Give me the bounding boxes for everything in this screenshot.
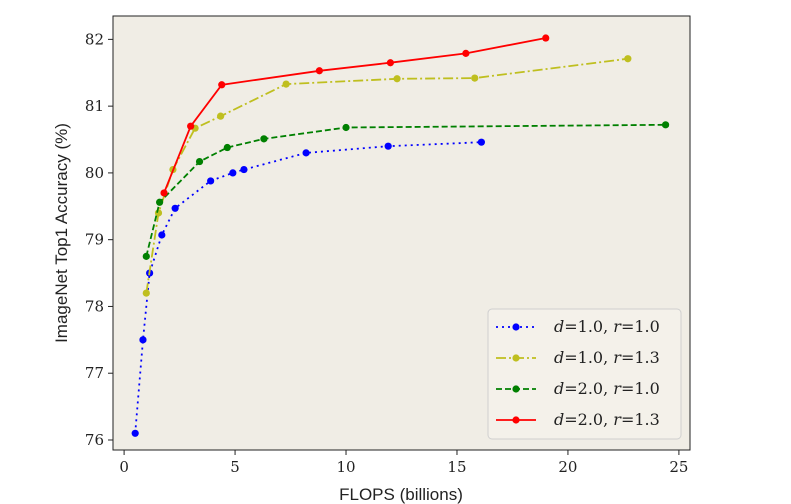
y-tick-label: 82 (85, 30, 104, 48)
data-point (477, 138, 485, 146)
data-point (139, 336, 147, 344)
data-point (240, 165, 248, 174)
data-point (218, 81, 226, 89)
legend-label-part: =1.0, (564, 348, 613, 367)
x-tick-label: 15 (447, 458, 466, 476)
x-tick-label: 10 (336, 458, 355, 476)
x-axis-label: FLOPS (billions) (339, 485, 463, 504)
legend-label-part: =2.0, (564, 410, 613, 429)
legend-label-part: r (613, 348, 622, 367)
legend-label: d=1.0, r=1.0 (554, 317, 660, 336)
data-point (142, 252, 150, 260)
legend-label-part: =1.0 (621, 379, 660, 398)
legend-marker (512, 323, 520, 331)
y-tick-label: 80 (85, 164, 104, 182)
y-tick-label: 81 (85, 97, 104, 115)
x-axis: 0 5 10 15 20 25 (119, 450, 688, 476)
x-tick-label: 25 (669, 458, 688, 476)
data-point (217, 112, 225, 120)
legend-label: d=1.0, r=1.3 (554, 348, 660, 367)
legend-label-part: =1.3 (621, 410, 660, 429)
legend-label-part: =1.0 (621, 317, 660, 336)
plot-frame (112, 15, 691, 451)
data-point (624, 55, 632, 63)
data-point (384, 142, 392, 150)
x-tick-label: 20 (558, 458, 577, 476)
legend-label-part: r (613, 379, 622, 398)
legend-label-part: =2.0, (564, 379, 613, 398)
data-point (187, 122, 195, 130)
data-point (471, 74, 479, 82)
data-point (229, 169, 237, 177)
data-point (260, 135, 268, 143)
data-point (207, 177, 215, 185)
y-tick-label: 76 (85, 431, 104, 449)
data-point (393, 75, 401, 83)
legend-label-part: r (613, 317, 622, 336)
legend-label-part: =1.3 (621, 348, 660, 367)
legend-marker (512, 416, 520, 424)
data-point (302, 149, 310, 157)
data-point (223, 143, 231, 152)
legend-marker (512, 354, 520, 362)
data-point (131, 429, 139, 437)
legend-label-part: d (554, 379, 564, 398)
data-point (156, 198, 164, 206)
data-point (171, 204, 179, 212)
y-axis-label: ImageNet Top1 Accuracy (%) (52, 123, 71, 343)
legend-label-part: d (554, 317, 564, 336)
series-4 (160, 34, 550, 197)
legend-label-part: d (554, 348, 564, 367)
data-point (462, 49, 470, 57)
legend-marker (512, 385, 520, 393)
y-tick-label: 78 (85, 297, 104, 315)
legend-label-part: r (613, 410, 622, 429)
legend: d=1.0, r=1.0d=1.0, r=1.3d=2.0, r=1.0d=2.… (487, 308, 682, 440)
data-point (195, 157, 204, 166)
y-tick-label: 77 (85, 364, 104, 382)
y-tick-label: 79 (85, 231, 104, 249)
legend-item: d=2.0, r=1.0 (496, 379, 660, 398)
data-point (158, 231, 166, 239)
data-point (542, 34, 550, 42)
data-point (661, 121, 670, 129)
data-point (282, 80, 290, 88)
x-tick-label: 5 (230, 458, 240, 476)
data-point (342, 123, 350, 132)
legend-label: d=2.0, r=1.0 (554, 379, 660, 398)
legend-item: d=1.0, r=1.3 (496, 348, 660, 367)
data-point (142, 289, 150, 297)
legend-box (487, 308, 682, 440)
data-point (386, 59, 395, 67)
legend-label: d=2.0, r=1.3 (554, 410, 660, 429)
x-tick-label: 0 (119, 458, 129, 476)
data-point (160, 189, 168, 197)
y-axis: 76 77 78 79 80 81 82 (85, 30, 113, 449)
legend-item: d=2.0, r=1.3 (496, 410, 660, 429)
series-layer (131, 34, 670, 437)
data-point (315, 67, 323, 75)
legend-item: d=1.0, r=1.0 (496, 317, 660, 336)
legend-label-part: d (554, 410, 564, 429)
legend-label-part: =1.0, (564, 317, 613, 336)
series-3 (142, 121, 670, 260)
